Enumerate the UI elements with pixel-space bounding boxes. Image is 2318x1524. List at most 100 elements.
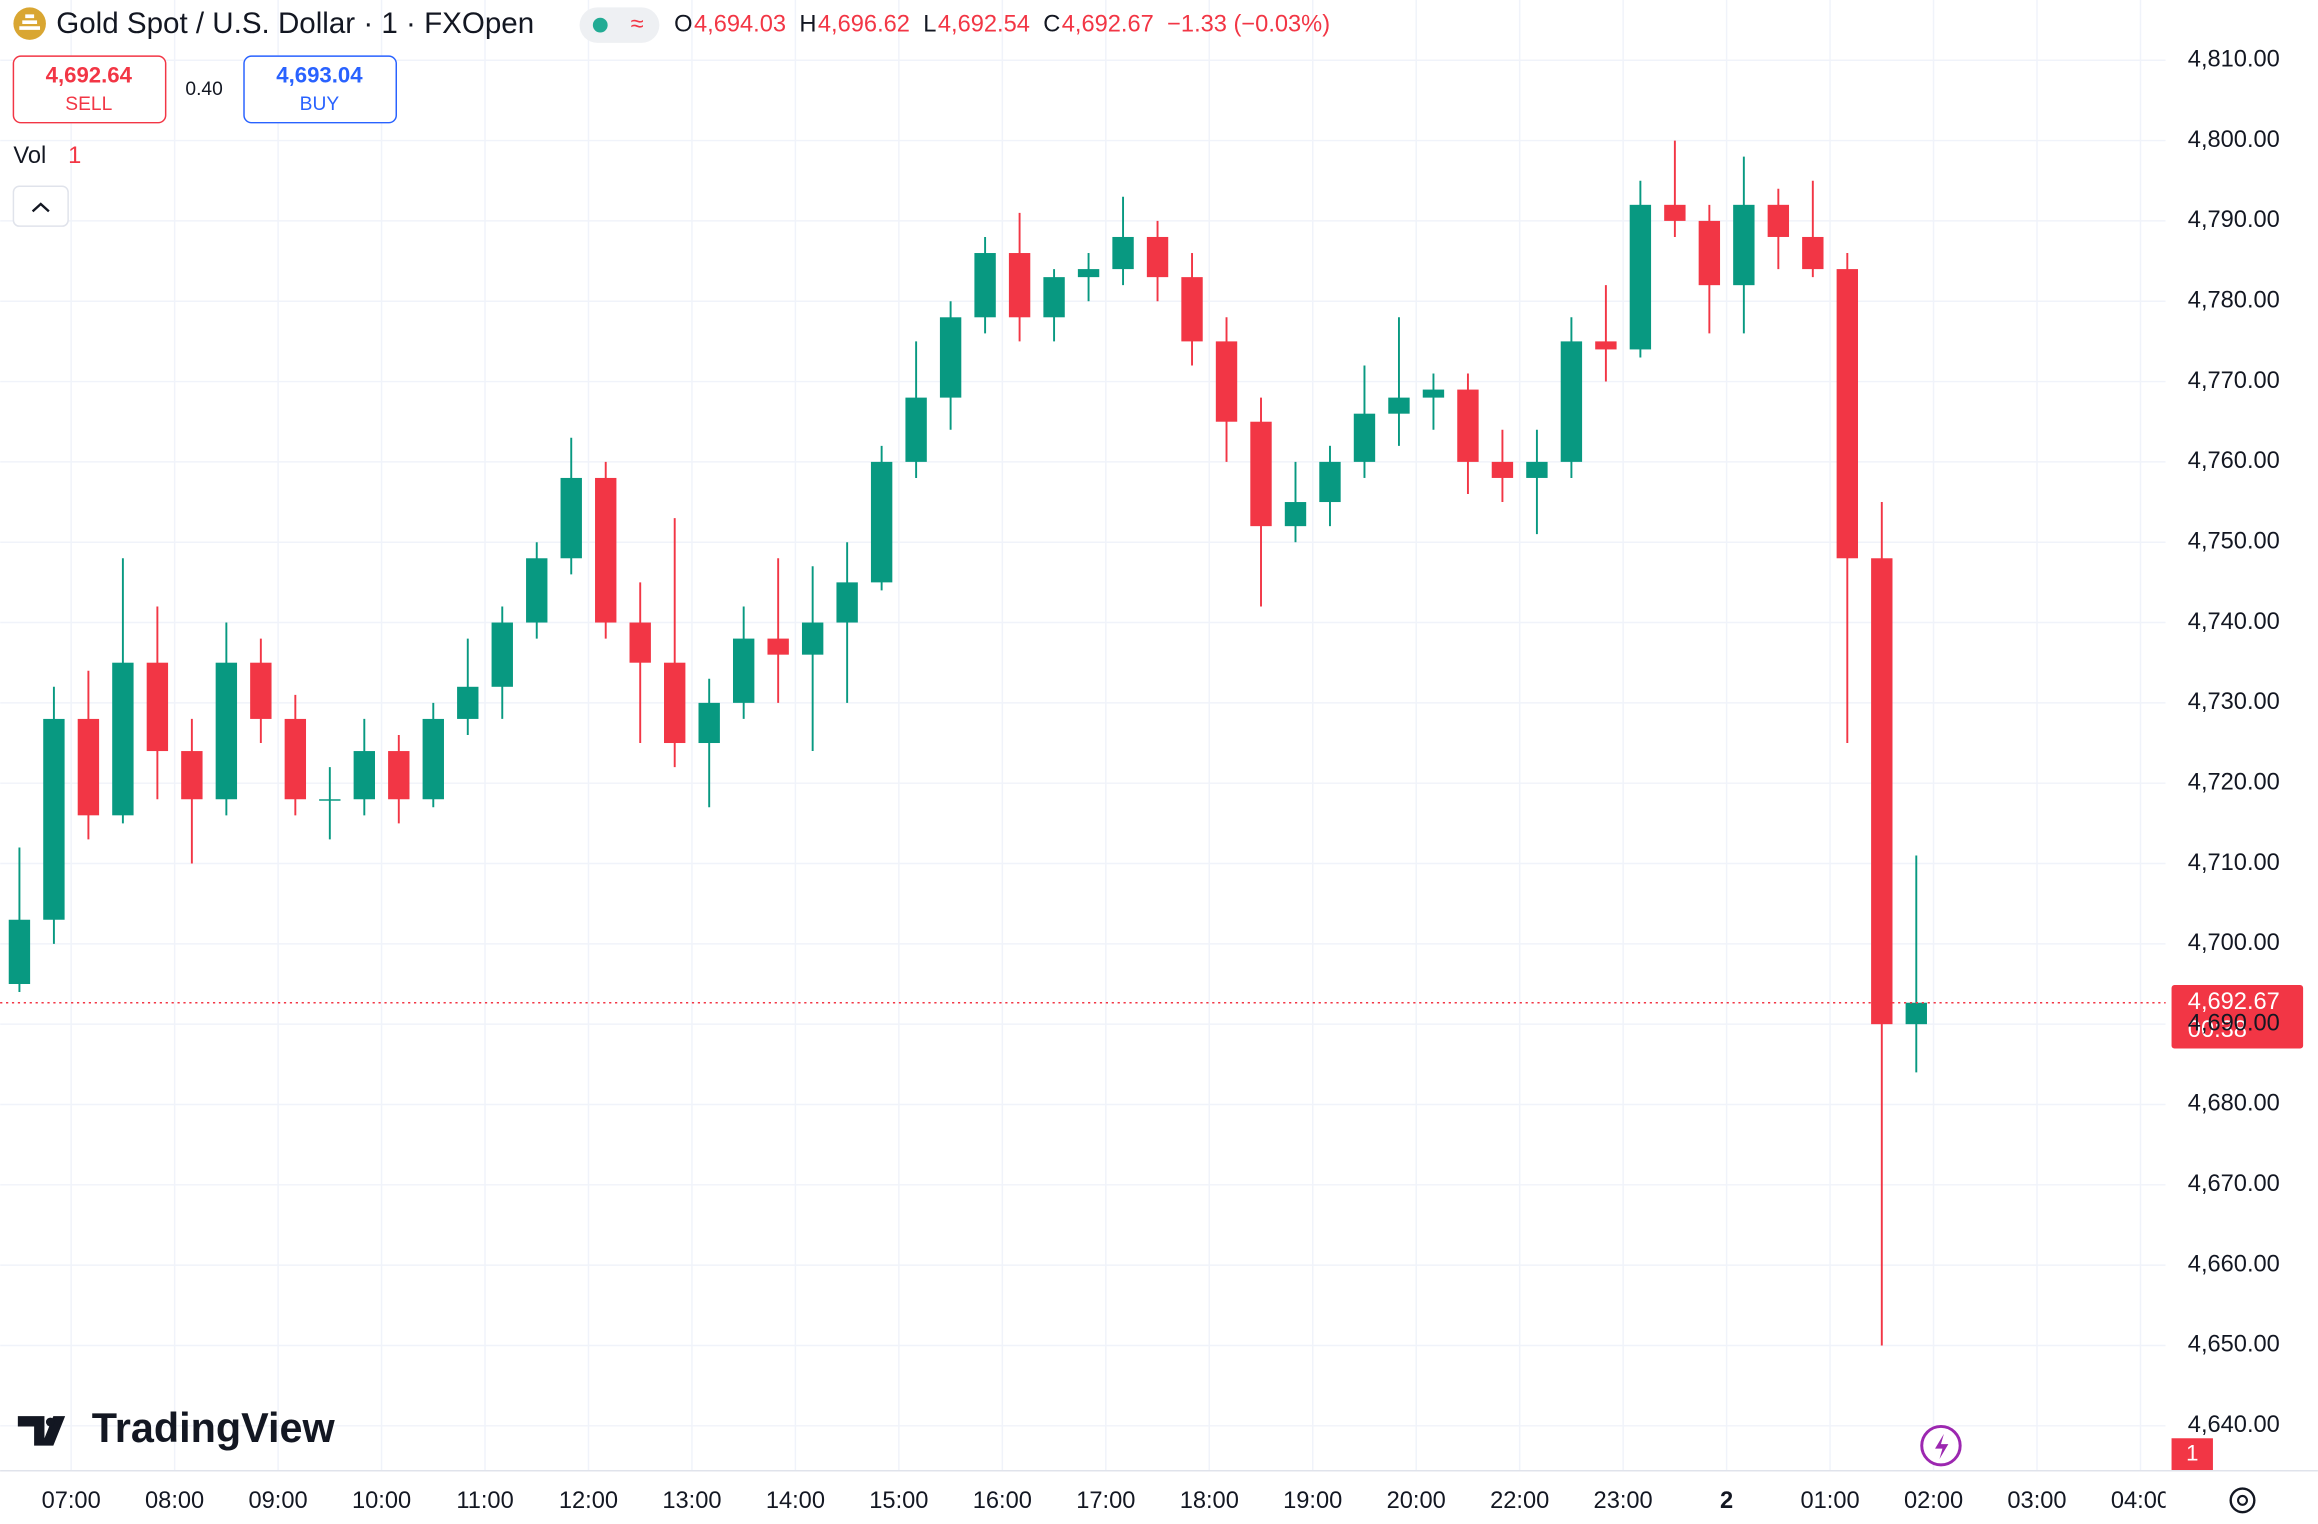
x-tick-label: 22:00 xyxy=(1490,1488,1549,1514)
symbol-title[interactable]: Gold Spot / U.S. Dollar · 1 · FXOpen xyxy=(56,7,534,40)
candle-body xyxy=(1319,461,1341,503)
x-tick-label: 23:00 xyxy=(1594,1488,1653,1514)
buy-price: 4,693.04 xyxy=(276,63,363,88)
candle-body xyxy=(250,662,272,719)
collapse-button[interactable] xyxy=(12,185,69,227)
pane-badge-label: 1 xyxy=(2186,1440,2198,1465)
candle-body xyxy=(1353,413,1376,462)
candle-body xyxy=(698,702,720,744)
x-tick-label: 18:00 xyxy=(1180,1488,1239,1514)
candle-body xyxy=(1215,341,1238,422)
sell-button[interactable] xyxy=(12,55,167,124)
ohlc-value: 4,694.03 xyxy=(694,11,786,37)
candle-body xyxy=(422,718,444,800)
candle-body xyxy=(215,662,238,800)
buy-button[interactable] xyxy=(243,55,398,124)
y-tick-label: 4,810.00 xyxy=(2188,46,2280,72)
countdown: 00:38 xyxy=(2188,1017,2247,1043)
status-pill[interactable] xyxy=(579,7,660,43)
y-tick-label: 4,660.00 xyxy=(2188,1251,2280,1277)
candle-body xyxy=(181,751,203,800)
y-tick-label: 4,780.00 xyxy=(2188,287,2280,313)
y-tick-label: 4,730.00 xyxy=(2188,689,2280,715)
candle-body xyxy=(939,317,962,398)
buy-label: BUY xyxy=(300,94,340,115)
ohlc-value: 4,692.54 xyxy=(938,11,1030,37)
candle-body xyxy=(836,582,858,623)
x-tick-label: 04:00 xyxy=(2111,1488,2170,1514)
candle-body xyxy=(353,751,375,800)
candle-body xyxy=(43,718,65,920)
price-axis: 4,640.00 4,650.00 4,660.00 4,670.00 4,680.00… xyxy=(2188,46,2280,1438)
brand-name: TradingView xyxy=(92,1405,336,1451)
ohlc-value: 4,692.67 xyxy=(1062,11,1154,37)
candle-body xyxy=(284,718,307,800)
candle-body xyxy=(1629,204,1652,350)
candle-body xyxy=(1146,236,1169,278)
ohlc-value: 4,696.62 xyxy=(818,11,910,37)
grid xyxy=(0,0,2166,1471)
y-tick-label: 4,720.00 xyxy=(2188,769,2280,795)
candle-body xyxy=(1526,461,1548,478)
candle-body xyxy=(1871,558,1893,1025)
candle-body xyxy=(1250,421,1272,527)
x-tick-label: 10:00 xyxy=(352,1488,411,1514)
x-tick-label: 15:00 xyxy=(869,1488,928,1514)
x-tick-label: 03:00 xyxy=(2007,1488,2066,1514)
candle-body xyxy=(732,638,755,703)
x-tick-label: 2 xyxy=(1720,1488,1733,1514)
settings-button[interactable] xyxy=(2229,1487,2256,1514)
y-tick-label: 4,640.00 xyxy=(2188,1412,2280,1438)
candle-body xyxy=(1733,204,1755,286)
pane-badge xyxy=(2171,1438,2213,1471)
candle-body xyxy=(1560,341,1583,462)
candle-body xyxy=(905,397,927,462)
candle-body xyxy=(1595,341,1617,350)
x-tick-label: 20:00 xyxy=(1387,1488,1446,1514)
spread: 0.40 xyxy=(185,79,222,100)
candle-body xyxy=(560,477,582,559)
y-tick-label: 4,740.00 xyxy=(2188,609,2280,635)
x-tick-label: 01:00 xyxy=(1800,1488,1859,1514)
candle-body xyxy=(1491,461,1514,478)
candle-body xyxy=(801,622,824,655)
ohlc-values: O 4,694.03 H 4,696.62 L 4,692.54 C 4,692.67 xyxy=(674,11,1154,37)
candle-body xyxy=(388,751,410,800)
candle-body xyxy=(629,622,651,663)
candle-body xyxy=(1181,277,1203,342)
candle-body xyxy=(1698,220,1721,286)
y-tick-label: 4,750.00 xyxy=(2188,528,2280,554)
ohlc-key: O xyxy=(674,11,692,37)
x-tick-label: 17:00 xyxy=(1076,1488,1135,1514)
candle-body xyxy=(146,662,169,752)
candle-body xyxy=(1802,236,1824,270)
change: −1.33 (−0.03%) xyxy=(1167,11,1330,37)
x-tick-label: 08:00 xyxy=(145,1488,204,1514)
candle-body xyxy=(1457,389,1479,462)
candle-body xyxy=(767,638,789,655)
volume-label: Vol xyxy=(13,143,46,169)
candle-body xyxy=(457,686,479,719)
candle-body xyxy=(1905,1002,1927,1025)
settings-icon xyxy=(2237,1494,2248,1506)
y-tick-label: 4,680.00 xyxy=(2188,1091,2280,1117)
ohlc-key: L xyxy=(923,11,936,37)
last-price-badge xyxy=(2171,984,2304,1049)
candle-body xyxy=(8,919,31,985)
y-tick-label: 4,700.00 xyxy=(2188,930,2280,956)
ohlc-key: C xyxy=(1043,11,1060,37)
x-tick-label: 12:00 xyxy=(559,1488,618,1514)
sell-label: SELL xyxy=(65,94,112,115)
candle-body xyxy=(77,718,100,816)
y-tick-label: 4,710.00 xyxy=(2188,850,2280,876)
ohlc-key: H xyxy=(799,11,816,37)
x-tick-label: 11:00 xyxy=(456,1488,513,1514)
symbol-icon-bars xyxy=(19,14,41,30)
y-tick-label: 4,690.00 xyxy=(2188,1010,2280,1036)
candle-body xyxy=(974,253,996,318)
candle-body xyxy=(1388,397,1410,414)
y-tick-label: 4,650.00 xyxy=(2188,1332,2280,1358)
candle-body xyxy=(1836,269,1859,559)
